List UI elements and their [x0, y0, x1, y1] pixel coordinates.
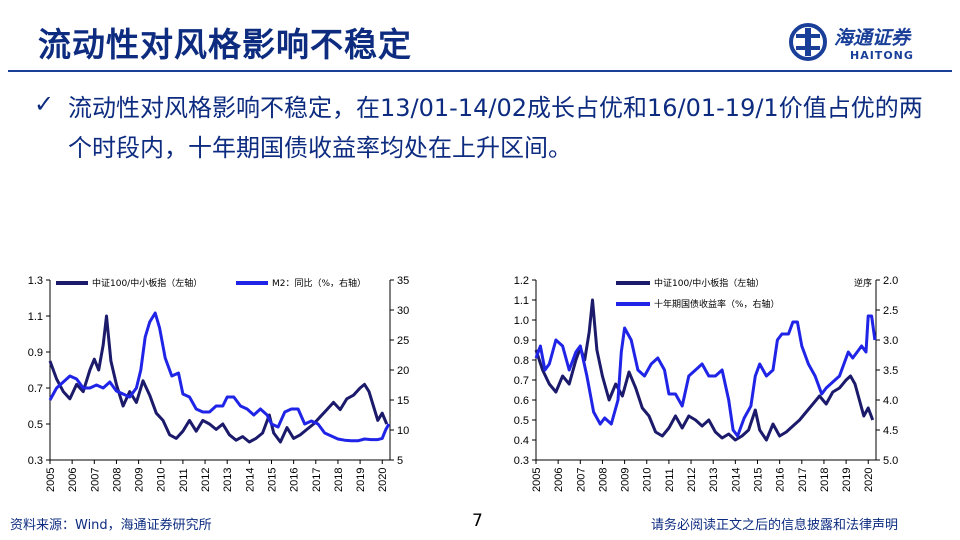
source-note: 资料来源：Wind，海通证券研究所: [10, 518, 212, 533]
y-right-tick-label: 2.0: [883, 275, 898, 287]
y-left-tick-label: 1.0: [514, 315, 529, 327]
legend-label-m2: M2：同比（%，右轴）: [272, 277, 366, 289]
x-tick-label: 2005: [531, 468, 543, 492]
legend-label-ratio: 中证100/中小板指（左轴）: [654, 277, 764, 289]
x-tick-label: 2016: [775, 468, 787, 492]
x-tick-label: 2014: [244, 468, 256, 492]
x-tick-label: 2009: [620, 468, 632, 492]
x-tick-label: 2011: [664, 468, 676, 492]
y-right-tick-label: 30: [397, 305, 409, 317]
inverted-axis-note: 逆序: [854, 277, 872, 289]
x-tick-label: 2013: [708, 468, 720, 492]
y-right-tick-label: 25: [397, 335, 409, 347]
x-tick-label: 2020: [863, 468, 875, 492]
series-line-ratio: [48, 314, 389, 444]
y-left-tick-label: 0.6: [514, 395, 529, 407]
haitong-logo-icon: [789, 23, 827, 61]
y-right-tick-label: 3.5: [883, 365, 898, 377]
x-tick-label: 2018: [333, 468, 345, 492]
y-left-tick-label: 0.9: [514, 335, 529, 347]
x-tick-label: 2020: [377, 468, 389, 492]
y-left-tick-label: 0.8: [514, 355, 529, 367]
x-tick-label: 2010: [156, 468, 168, 492]
y-left-tick-label: 0.3: [28, 455, 43, 467]
y-right-tick-label: 20: [397, 365, 409, 377]
y-right-tick-label: 15: [397, 395, 409, 407]
page-number: 7: [472, 511, 483, 531]
y-right-tick-label: 5: [397, 455, 403, 467]
x-tick-label: 2010: [642, 468, 654, 492]
y-left-tick-label: 1.1: [514, 295, 529, 307]
x-tick-label: 2007: [575, 468, 587, 492]
chart-bond-yield: 1.2 1.1 1.0 0.9 0.8 0.7 0.6 0.5 0.4 0.3 2.0 2.5 3.0 3…: [496, 268, 916, 498]
y-left-tick-label: 0.7: [28, 383, 43, 395]
bullet-text: 流动性对风格影响不稳定，在13/01-14/02成长占优和16/01-19/1价…: [68, 94, 923, 162]
y-left-tick-label: 0.7: [514, 375, 529, 387]
haitong-logo: 海通证券 HAITONG: [780, 22, 940, 66]
series-line-ratio: [534, 298, 875, 442]
x-tick-label: 2009: [134, 468, 146, 492]
x-tick-label: 2017: [797, 468, 809, 492]
x-tick-label: 2014: [730, 468, 742, 492]
x-tick-label: 2018: [819, 468, 831, 492]
y-left-tick-label: 1.2: [514, 275, 529, 287]
logo-cn-text: 海通证券: [834, 27, 911, 49]
y-right-tick-label: 35: [397, 275, 409, 287]
logo-en-text: HAITONG: [850, 49, 914, 62]
y-left-tick-label: 1.3: [28, 275, 43, 287]
chart-bond-yield-svg: 1.2 1.1 1.0 0.9 0.8 0.7 0.6 0.5 0.4 0.3 2.0 2.5 3.0 3…: [514, 275, 899, 492]
x-tick-label: 2012: [686, 468, 698, 492]
x-tick-label: 2017: [311, 468, 323, 492]
y-right-tick-label: 2.5: [883, 305, 898, 317]
y-right-tick-label: 10: [397, 425, 409, 437]
check-icon: ✓: [34, 90, 55, 118]
y-left-tick-label: 0.3: [514, 455, 529, 467]
y-left-tick-label: 0.4: [514, 435, 529, 447]
x-tick-label: 2013: [222, 468, 234, 492]
y-left-tick-label: 0.5: [514, 415, 529, 427]
legend-label-bond-yield: 十年期国债收益率（%，右轴）: [654, 298, 780, 310]
y-right-tick-label: 5.0: [883, 455, 898, 467]
chart-m2: 1.3 1.1 0.9 0.7 0.5 0.3 35 30 25 20 15 10 5 2005 2006 2…: [10, 268, 430, 498]
series-line-m2: [48, 311, 391, 443]
x-tick-label: 2011: [178, 468, 190, 492]
x-tick-label: 2015: [752, 468, 764, 492]
x-tick-label: 2019: [841, 468, 853, 492]
x-tick-label: 2006: [67, 468, 79, 492]
slide-title: 流动性对风格影响不稳定: [38, 25, 412, 64]
y-left-tick-label: 0.5: [28, 419, 43, 431]
disclaimer: 请务必阅读正文之后的信息披露和法律声明: [651, 518, 899, 533]
y-right-tick-label: 4.5: [883, 425, 898, 437]
x-tick-label: 2015: [266, 468, 278, 492]
x-tick-label: 2008: [597, 468, 609, 492]
legend-label-ratio: 中证100/中小板指（左轴）: [92, 277, 202, 289]
x-tick-label: 2016: [289, 468, 301, 492]
y-right-tick-label: 4.0: [883, 395, 898, 407]
x-tick-label: 2008: [111, 468, 123, 492]
x-tick-label: 2019: [355, 468, 367, 492]
y-left-tick-label: 0.9: [28, 347, 43, 359]
series-line-bond-yield: [534, 314, 877, 438]
x-tick-label: 2006: [553, 468, 565, 492]
x-tick-label: 2005: [45, 468, 57, 492]
x-tick-label: 2012: [200, 468, 212, 492]
x-tick-label: 2007: [89, 468, 101, 492]
y-left-tick-label: 1.1: [28, 311, 43, 323]
title-divider: [8, 70, 952, 72]
y-right-tick-label: 3.0: [883, 335, 898, 347]
